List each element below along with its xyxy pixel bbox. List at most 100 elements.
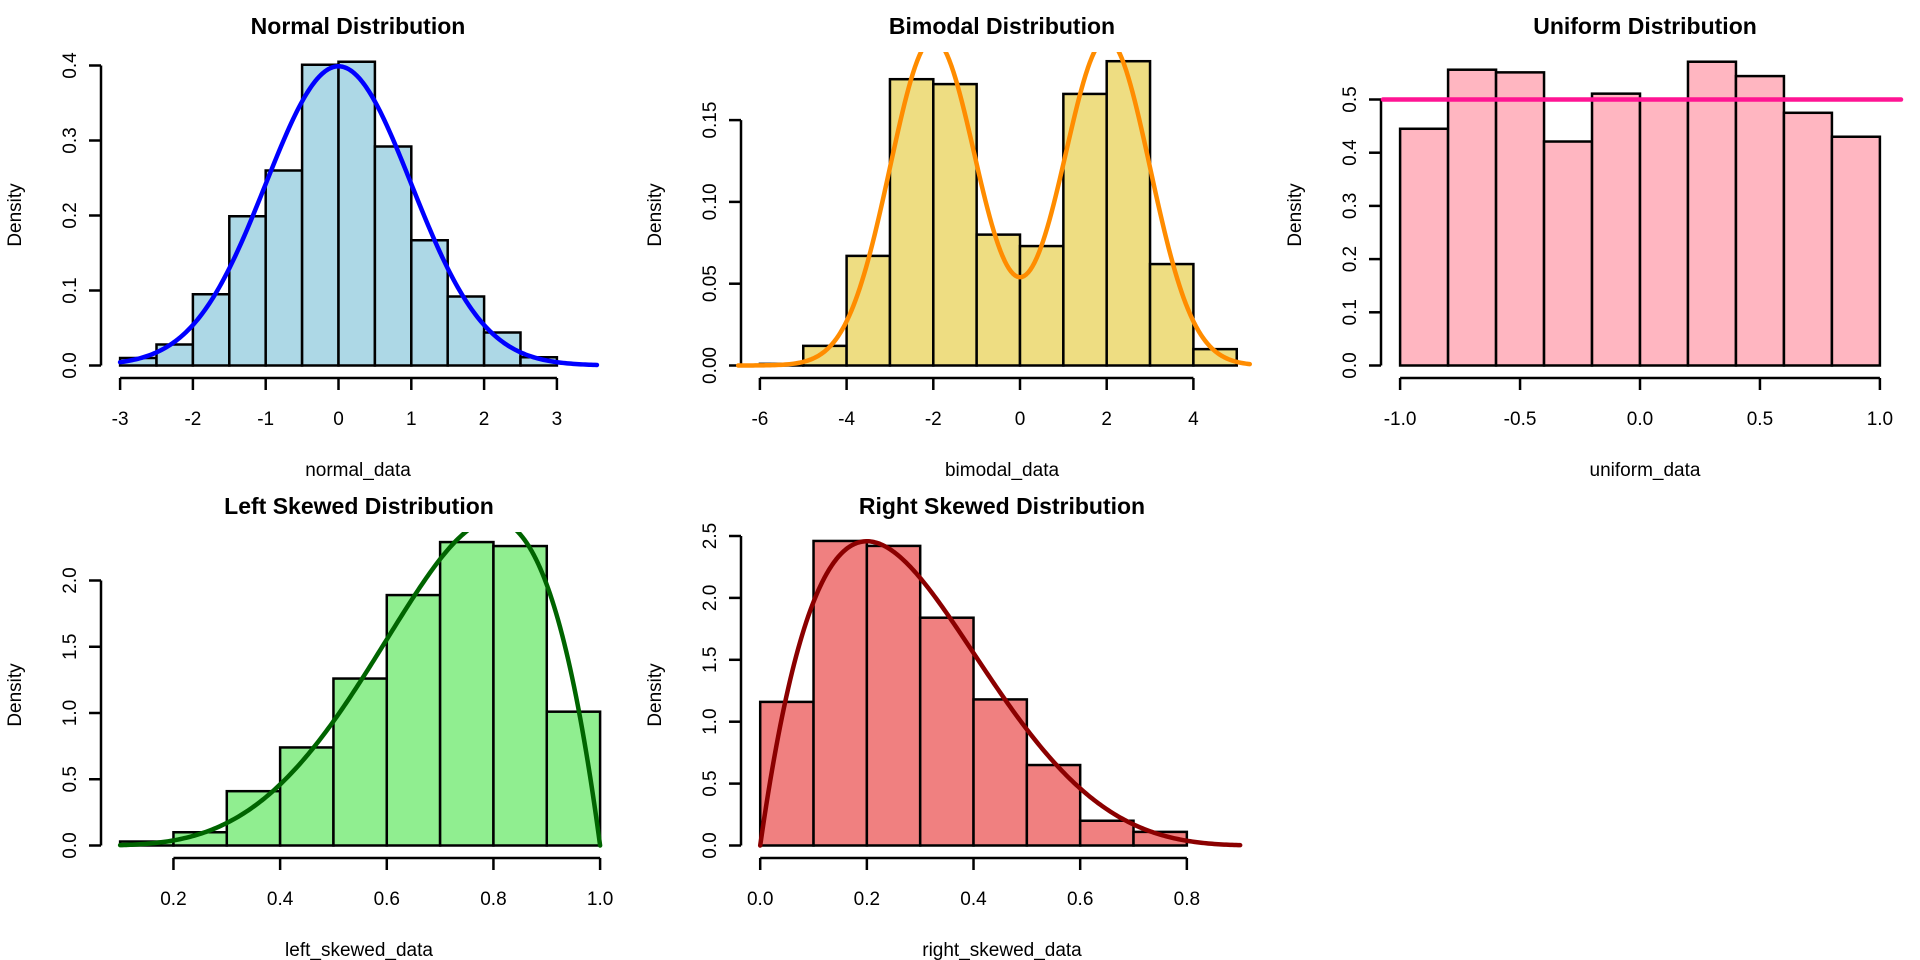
x-tick-label: 0.2: [854, 889, 880, 910]
x-tick-label: 0.0: [747, 889, 773, 910]
x-axis-label: right_skewed_data: [922, 940, 1082, 960]
histogram-bar: [1148, 262, 1195, 367]
histogram-bar: [1018, 244, 1065, 367]
y-tick-label: 0.2: [60, 202, 81, 228]
y-tick-label: 0.5: [1340, 86, 1361, 112]
panel-left-skewed: Left Skewed Distribution left_skewed_dat…: [5, 493, 613, 960]
histogram-bar: [446, 295, 486, 367]
x-tick-label: 4: [1188, 409, 1199, 430]
bars: [758, 539, 1189, 847]
y-tick-label: 1.0: [700, 708, 721, 734]
histogram-bar: [1494, 71, 1546, 367]
bars: [1398, 60, 1882, 367]
panel-normal: Normal Distribution normal_data Density …: [5, 13, 600, 481]
x-tick-label: 0: [333, 409, 344, 430]
y-axis-label: Density: [5, 663, 26, 727]
y-axis: 0.0 0.5 1.0 1.5 2.0: [60, 567, 103, 859]
histogram-bar: [1025, 763, 1082, 847]
y-axis-label: Density: [645, 663, 666, 727]
histogram-bar: [300, 63, 340, 367]
x-tick-label: 0.6: [1067, 889, 1093, 910]
x-axis-label: left_skewed_data: [285, 940, 433, 960]
panel-bimodal: Bimodal Distribution bimodal_data Densit…: [645, 13, 1253, 481]
histogram-bar: [332, 677, 389, 847]
y-tick-label: 0.3: [1340, 193, 1361, 219]
density-curve: [757, 539, 1243, 848]
x-tick-label: 0.8: [1174, 889, 1200, 910]
x-tick-label: -6: [751, 409, 768, 430]
y-tick-label: 0.0: [60, 352, 81, 378]
y-tick-label: 2.5: [700, 523, 721, 549]
y-axis: 0.0 0.1 0.2 0.3 0.4 0.5: [1340, 86, 1383, 379]
x-tick-label: 2: [1101, 409, 1112, 430]
histogram-bar: [1105, 59, 1152, 367]
density-curve: [117, 64, 600, 368]
x-tick-label: -1: [257, 409, 274, 430]
x-axis-label: bimodal_data: [945, 460, 1060, 481]
histogram-bar: [1590, 92, 1642, 367]
histogram-bar: [1734, 74, 1786, 367]
x-tick-label: -1.0: [1384, 409, 1417, 430]
x-axis-label: normal_data: [305, 460, 411, 481]
y-tick-label: 0.1: [1340, 299, 1361, 325]
x-tick-label: -3: [112, 409, 129, 430]
x-tick-label: 0.0: [1627, 409, 1653, 430]
histogram-bar: [228, 215, 267, 367]
x-axis: 0.2 0.4 0.6 0.8 1.0: [160, 856, 613, 910]
y-axis-label: Density: [645, 183, 666, 247]
histogram-bar: [1542, 140, 1594, 367]
x-tick-label: 1: [406, 409, 417, 430]
histogram-bar: [337, 60, 377, 367]
x-tick-label: 3: [552, 409, 563, 430]
y-axis: 0.0 0.5 1.0 1.5 2.0 2.5: [700, 523, 743, 859]
y-tick-label: 0.4: [1340, 139, 1361, 166]
histogram-bar: [191, 293, 231, 367]
y-tick-label: 0.0: [60, 832, 81, 858]
histogram-bar: [812, 539, 869, 847]
bars: [758, 59, 1239, 367]
y-axis: 0.0 0.1 0.2 0.3 0.4: [60, 52, 103, 379]
y-tick-label: 1.0: [60, 700, 81, 726]
y-tick-label: 0.4: [60, 52, 81, 79]
x-tick-label: 1.0: [1867, 409, 1893, 430]
x-tick-label: 1.0: [587, 889, 613, 910]
panel-right-skewed: Right Skewed Distribution right_skewed_d…: [645, 493, 1243, 960]
x-tick-label: -2: [184, 409, 201, 430]
histogram-bar: [1782, 111, 1834, 367]
y-tick-label: 0.00: [700, 347, 721, 384]
y-tick-label: 0.5: [60, 766, 81, 792]
x-tick-label: -4: [838, 409, 855, 430]
histogram-bar: [1686, 60, 1738, 367]
histogram-bar: [918, 616, 975, 847]
y-axis: 0.00 0.05 0.10 0.15: [700, 102, 743, 384]
chart-title: Bimodal Distribution: [889, 13, 1115, 39]
histogram-bar: [438, 540, 495, 847]
panel-uniform: Uniform Distribution uniform_data Densit…: [1285, 13, 1904, 481]
bars: [118, 540, 602, 847]
y-tick-label: 0.3: [60, 127, 81, 153]
chart-title: Right Skewed Distribution: [859, 493, 1145, 519]
x-axis-label: uniform_data: [1590, 460, 1701, 481]
density-curve: [735, 52, 1253, 368]
histogram-bar: [492, 544, 549, 847]
bars: [118, 60, 559, 367]
histogram-bar: [1078, 819, 1135, 847]
y-tick-label: 0.10: [700, 183, 721, 220]
y-tick-label: 1.5: [60, 634, 81, 660]
x-tick-label: -2: [925, 409, 942, 430]
histogram-bar: [845, 254, 892, 367]
x-tick-label: 0: [1015, 409, 1026, 430]
histogram-bar: [1638, 98, 1690, 367]
y-tick-label: 0.5: [700, 770, 721, 796]
density-curve: [117, 532, 603, 848]
x-tick-label: -0.5: [1504, 409, 1537, 430]
histogram-bar: [278, 746, 335, 847]
histogram-bar: [758, 700, 815, 847]
x-tick-label: 0.4: [960, 889, 987, 910]
y-tick-label: 0.1: [60, 277, 81, 303]
histogram-bar: [373, 145, 413, 367]
y-tick-label: 2.0: [700, 585, 721, 611]
x-tick-label: 0.8: [480, 889, 506, 910]
x-axis: 0.0 0.2 0.4 0.6 0.8: [747, 856, 1200, 910]
